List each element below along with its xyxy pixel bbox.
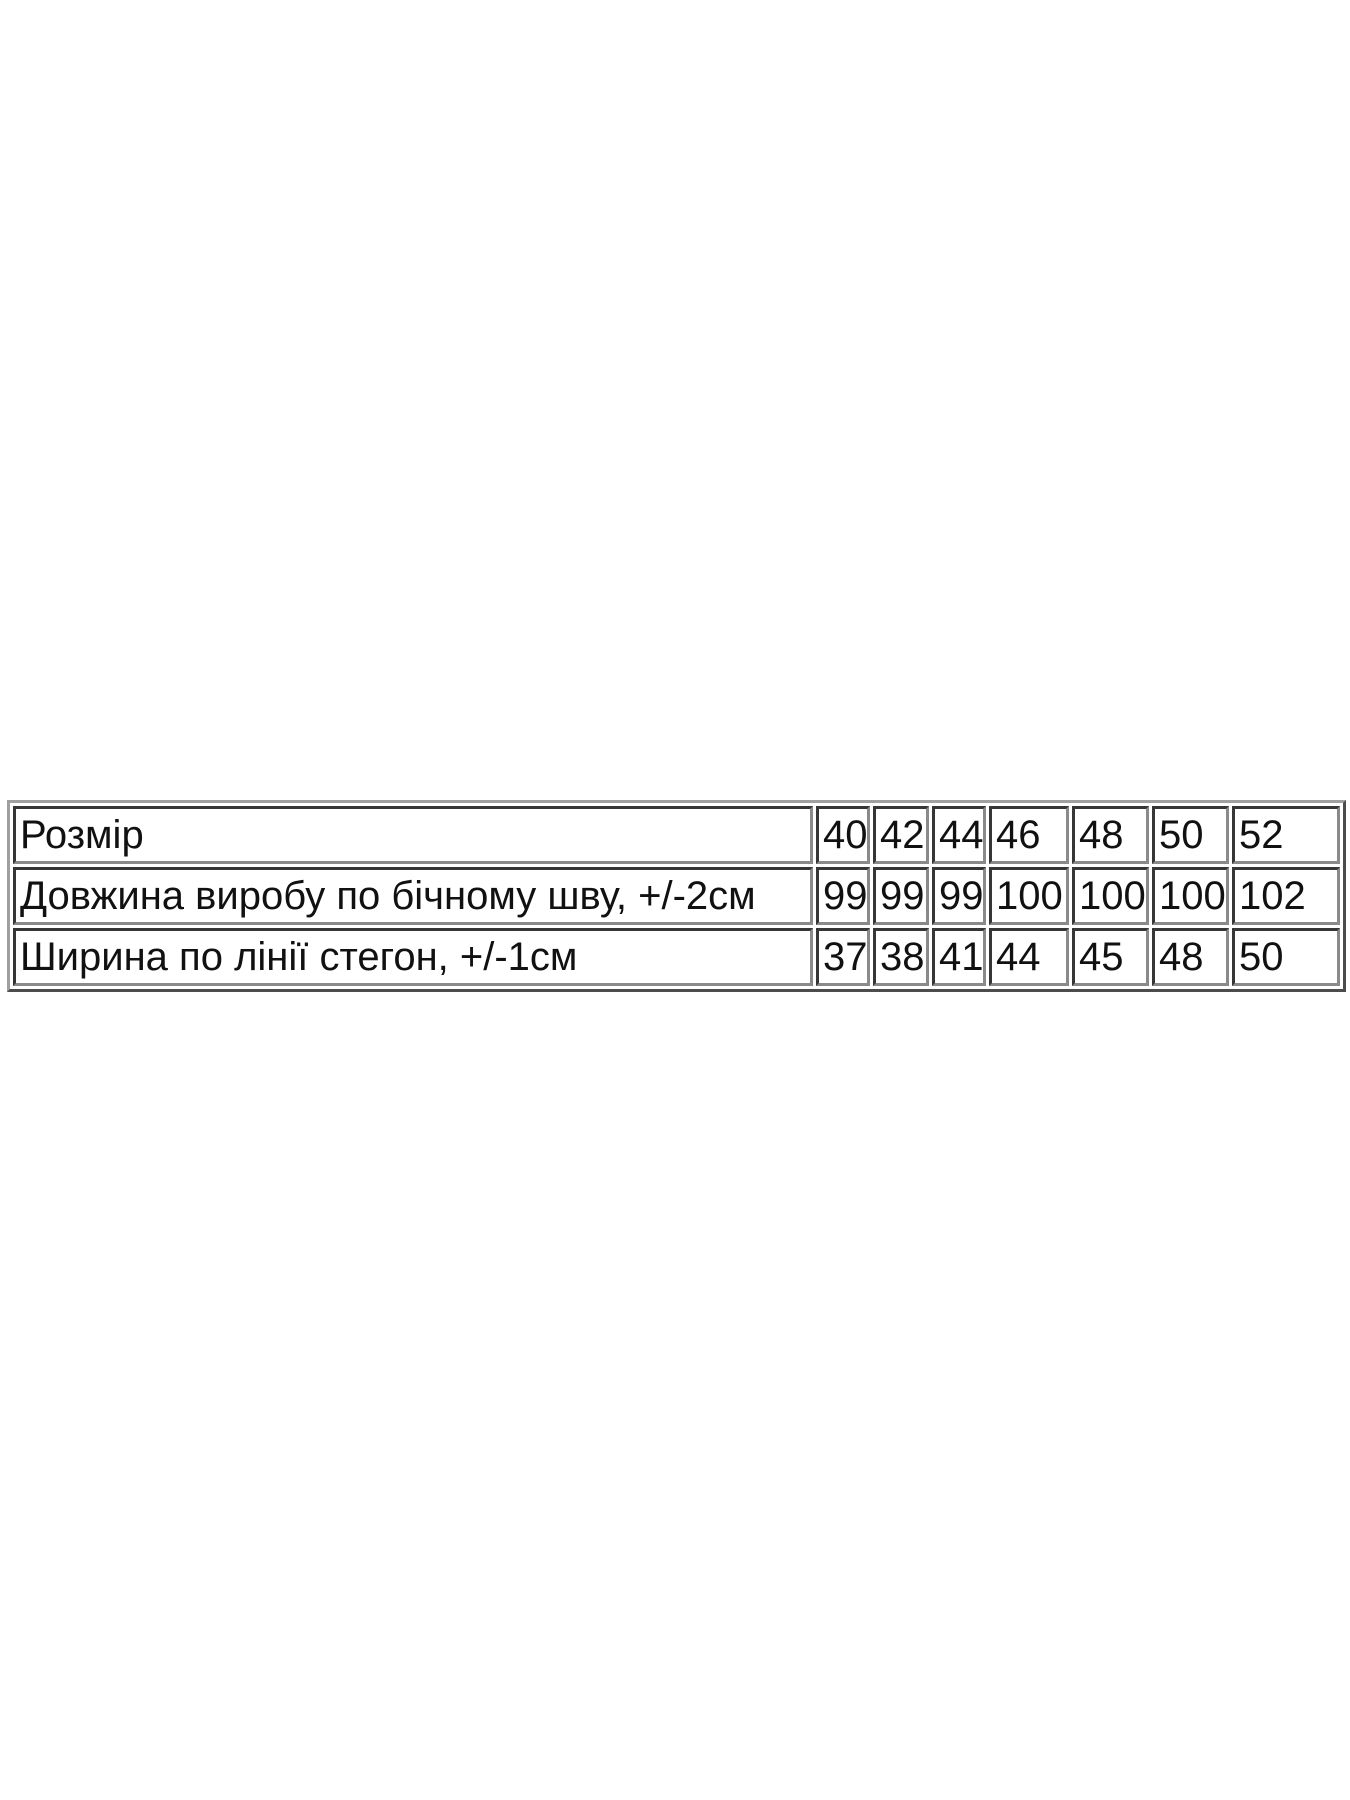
table-cell: 48	[1152, 928, 1229, 986]
table-cell: 37	[816, 928, 870, 986]
table-cell: 38	[873, 928, 929, 986]
table-cell: 50	[1232, 928, 1340, 986]
row-label: Довжина виробу по бічному шву, +/-2см	[13, 867, 813, 925]
table-row: Довжина виробу по бічному шву, +/-2см 99 9…	[13, 867, 1340, 925]
row-label: Ширина по лінії стегон, +/-1см	[13, 928, 813, 986]
size-chart-table: Розмір 40 42 44 46 48 50 52 Довжина виробу по бі…	[7, 800, 1346, 992]
table-cell: 40	[816, 806, 870, 864]
table-cell: 99	[932, 867, 986, 925]
table-cell: 44	[989, 928, 1069, 986]
table-cell: 48	[1072, 806, 1149, 864]
table-cell: 46	[989, 806, 1069, 864]
table-cell: 100	[1152, 867, 1229, 925]
table-cell: 44	[932, 806, 986, 864]
table-cell: 100	[1072, 867, 1149, 925]
table-cell: 100	[989, 867, 1069, 925]
row-label: Розмір	[13, 806, 813, 864]
table-row: Ширина по лінії стегон, +/-1см 37 38 41 44 45…	[13, 928, 1340, 986]
table-cell: 41	[932, 928, 986, 986]
table-cell: 99	[816, 867, 870, 925]
table-cell: 102	[1232, 867, 1340, 925]
table-cell: 52	[1232, 806, 1340, 864]
table-cell: 45	[1072, 928, 1149, 986]
table-cell: 50	[1152, 806, 1229, 864]
table-cell: 42	[873, 806, 929, 864]
table-cell: 99	[873, 867, 929, 925]
table-row: Розмір 40 42 44 46 48 50 52	[13, 806, 1340, 864]
